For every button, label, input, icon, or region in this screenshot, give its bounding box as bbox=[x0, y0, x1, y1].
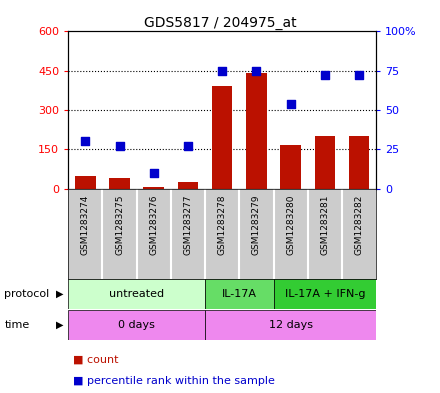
Bar bbox=[68, 279, 205, 309]
Text: 12 days: 12 days bbox=[269, 320, 313, 330]
Text: GDS5817 / 204975_at: GDS5817 / 204975_at bbox=[144, 16, 296, 30]
Bar bbox=[68, 310, 205, 340]
Bar bbox=[212, 86, 232, 189]
Bar bbox=[109, 178, 130, 189]
Text: ■ count: ■ count bbox=[73, 354, 118, 365]
Text: GSM1283282: GSM1283282 bbox=[355, 195, 363, 255]
Point bbox=[356, 72, 363, 79]
Text: GSM1283277: GSM1283277 bbox=[183, 195, 192, 255]
Text: ▶: ▶ bbox=[55, 289, 63, 299]
Text: ▶: ▶ bbox=[55, 320, 63, 330]
Text: IL-17A + IFN-g: IL-17A + IFN-g bbox=[285, 289, 365, 299]
Point bbox=[184, 143, 191, 149]
Text: untreated: untreated bbox=[109, 289, 164, 299]
Point bbox=[253, 68, 260, 74]
Point bbox=[287, 101, 294, 107]
Point bbox=[321, 72, 328, 79]
Text: time: time bbox=[4, 320, 29, 330]
Text: IL-17A: IL-17A bbox=[222, 289, 257, 299]
Text: GSM1283274: GSM1283274 bbox=[81, 195, 90, 255]
Bar bbox=[205, 279, 274, 309]
Point bbox=[150, 170, 157, 176]
Text: 0 days: 0 days bbox=[118, 320, 155, 330]
Text: GSM1283280: GSM1283280 bbox=[286, 195, 295, 255]
Text: GSM1283276: GSM1283276 bbox=[149, 195, 158, 255]
Text: GSM1283281: GSM1283281 bbox=[320, 195, 330, 255]
Text: GSM1283278: GSM1283278 bbox=[218, 195, 227, 255]
Text: ■ percentile rank within the sample: ■ percentile rank within the sample bbox=[73, 376, 275, 386]
Bar bbox=[274, 279, 376, 309]
Bar bbox=[315, 136, 335, 189]
Bar bbox=[178, 182, 198, 189]
Text: GSM1283275: GSM1283275 bbox=[115, 195, 124, 255]
Point bbox=[82, 138, 89, 145]
Point bbox=[116, 143, 123, 149]
Point bbox=[219, 68, 226, 74]
Bar bbox=[280, 145, 301, 189]
Bar bbox=[143, 187, 164, 189]
Text: protocol: protocol bbox=[4, 289, 50, 299]
Bar bbox=[205, 310, 376, 340]
Text: GSM1283279: GSM1283279 bbox=[252, 195, 261, 255]
Bar bbox=[75, 176, 95, 189]
Bar bbox=[349, 136, 369, 189]
Bar bbox=[246, 73, 267, 189]
